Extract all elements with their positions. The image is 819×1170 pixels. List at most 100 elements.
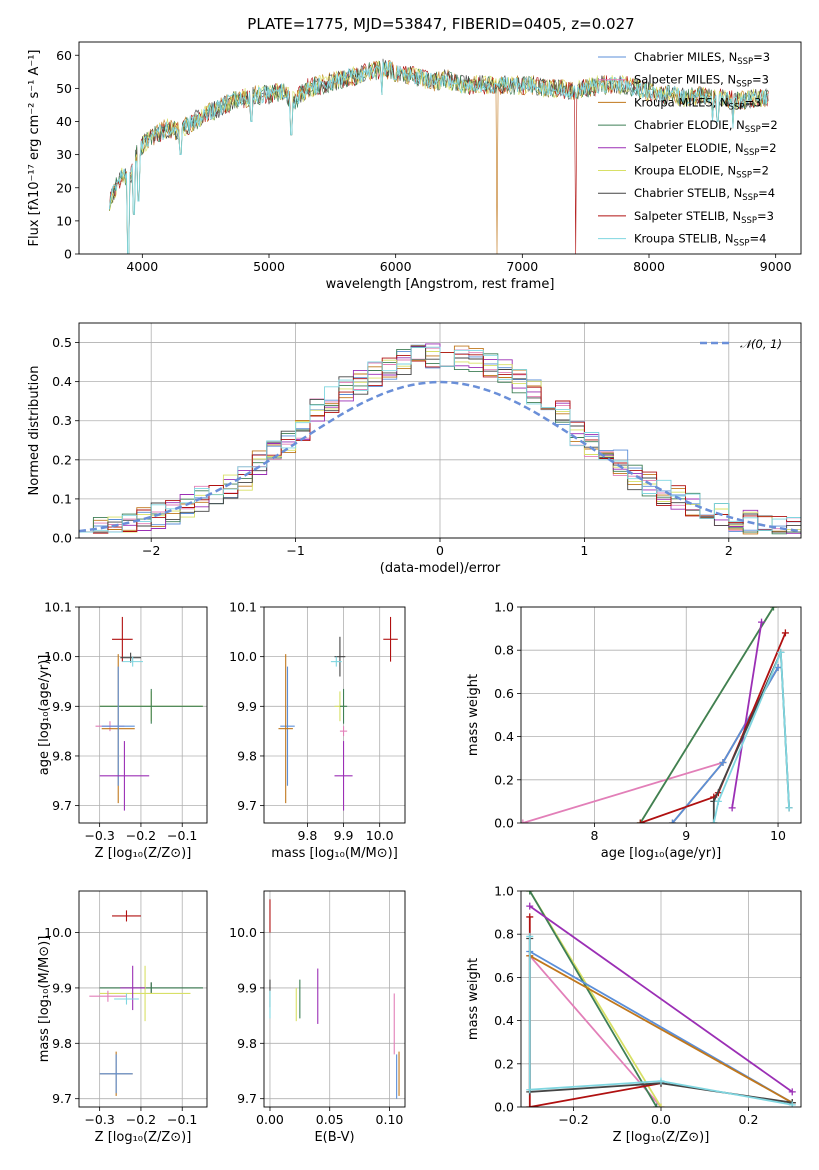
- legend-value: =4: [749, 232, 766, 246]
- y-tick-label: 9.8: [237, 1036, 257, 1051]
- legend-value: =2: [760, 141, 777, 155]
- spectrum-line-kroupa_stelib: [108, 61, 769, 254]
- legend-entry: Kroupa ELODIE, NSSP=2: [634, 164, 769, 181]
- legend-value: =3: [744, 95, 761, 109]
- x-tick-label: 5000: [253, 259, 285, 274]
- legend-entry: Salpeter MILES, NSSP=3: [634, 73, 769, 90]
- x-tick-label: −0.2: [126, 1112, 156, 1127]
- y-tick-label: 10.0: [229, 925, 257, 940]
- x-tick-label: 0.05: [316, 1112, 344, 1127]
- x-tick-label: 10: [770, 828, 786, 843]
- weight-marker-chabrier_elodie: [769, 607, 777, 611]
- y-tick-label: 20: [56, 180, 72, 195]
- y-axis-label: Flux [fλ10⁻¹⁷ erg cm⁻² s⁻¹ A⁻¹]: [27, 50, 42, 247]
- plot-area: [95, 616, 203, 811]
- y-axis-label: mass weight: [466, 674, 481, 756]
- legend-entry: Salpeter STELIB, NSSP=3: [634, 209, 774, 226]
- x-tick-label: 6000: [380, 259, 412, 274]
- y-tick-label: 10: [56, 213, 72, 228]
- legend-subscript: SSP: [745, 125, 761, 135]
- x-tick-label: −2: [142, 543, 160, 558]
- legend-entry: Chabrier MILES, NSSP=3: [634, 50, 770, 67]
- weight-marker-salpeter_stelib: [526, 1103, 534, 1107]
- axes-frame: [520, 890, 802, 1108]
- y-tick-label: 0.8: [494, 643, 514, 658]
- mass-weight-vs-age-panel: 8 9 10 0.0 0.2 0.4 0.6 0.8 1.0 age [log₁₀(age/yr)…: [466, 600, 802, 861]
- axes-frame: [78, 606, 208, 824]
- legend-value: =4: [758, 186, 775, 200]
- x-tick-label: 2: [725, 543, 733, 558]
- x-tick-label: 0.2: [739, 1112, 759, 1127]
- legend-value: =2: [761, 118, 778, 132]
- weight-line-kroupa_stelib: [712, 652, 790, 823]
- legend-subscript: SSP: [734, 239, 750, 249]
- y-tick-label: 0.0: [494, 816, 514, 831]
- plot-area: [521, 607, 793, 823]
- spectrum-panel: 4000 5000 6000 7000 8000 9000 0 10 20 30 40 50 60 wav…: [27, 41, 802, 292]
- weight-marker-chabrier_miles: [719, 759, 727, 767]
- y-tick-label: 0.2: [494, 1056, 514, 1071]
- weight-marker-kroupa_stelib: [788, 1101, 796, 1107]
- x-axis-label: Z [log₁₀(Z/Z⊙)]: [613, 1130, 710, 1145]
- y-tick-label: 10.0: [229, 649, 257, 664]
- weight-marker-salpeter_elodie: [788, 1088, 796, 1096]
- x-axis-label: Z [log₁₀(Z/Z⊙)]: [95, 1130, 192, 1145]
- y-axis-label: mass [log₁₀(M/M⊙)]: [37, 936, 52, 1063]
- legend-subscript: SSP: [744, 148, 760, 158]
- y-tick-label: 0.4: [494, 1013, 514, 1028]
- y-tick-label: 10.1: [44, 600, 72, 615]
- y-tick-label: 50: [56, 81, 72, 96]
- y-axis-label: mass weight: [466, 958, 481, 1040]
- x-tick-label: −0.3: [84, 828, 114, 843]
- y-tick-label: 9.8: [52, 1036, 72, 1051]
- y-axis-label: Normed distribution: [27, 366, 42, 496]
- y-tick-label: 0: [64, 247, 72, 262]
- y-tick-label: 1.0: [494, 884, 514, 899]
- weight-line-kroupa_miles: [529, 955, 793, 1104]
- age-vs-metallicity-panel: −0.3 −0.2 −0.1 9.7 9.8 9.9 10.0 10.1 Z [log₁₀(Z/…: [37, 600, 208, 861]
- y-tick-label: 9.9: [237, 699, 257, 714]
- weight-marker-kroupa_elodie: [657, 1103, 665, 1107]
- y-tick-label: 9.9: [52, 980, 72, 995]
- y-tick-label: 0.2: [52, 452, 72, 467]
- weight-marker-kroupa_stelib: [657, 1077, 665, 1085]
- y-tick-label: 0.3: [52, 413, 72, 428]
- y-tick-label: 60: [56, 48, 72, 63]
- mass-vs-ebv-panel: 0.00 0.05 0.10 9.7 9.8 9.9 10.0 E(B-V): [229, 890, 406, 1145]
- y-tick-label: 0.4: [52, 374, 72, 389]
- x-axis-label: (data-model)/error: [380, 561, 501, 576]
- weight-marker-salpeter_miles: [521, 819, 527, 823]
- x-axis-label: Z [log₁₀(Z/Z⊙)]: [95, 846, 192, 861]
- legend-entry: Salpeter ELODIE, NSSP=2: [634, 141, 777, 158]
- weight-marker-kroupa_stelib: [526, 932, 534, 940]
- x-tick-label: 8000: [633, 259, 665, 274]
- x-tick-label: 8: [590, 828, 598, 843]
- age-vs-mass-panel: 9.8 9.9 10.0 9.7 9.8 9.9 10.0 10.1 mass [log₁₀(M…: [229, 600, 406, 861]
- weight-marker-salpeter_elodie: [728, 804, 736, 812]
- x-axis-label: wavelength [Angstrom, rest frame]: [326, 277, 555, 292]
- weight-marker-salpeter_stelib: [781, 629, 789, 637]
- y-tick-label: 9.9: [237, 980, 257, 995]
- y-tick-label: 9.8: [237, 748, 257, 763]
- axes-frame: [263, 606, 406, 824]
- x-axis-label: age [log₁₀(age/yr)]: [601, 846, 722, 861]
- chart-title: PLATE=1775, MJD=53847, FIBERID=0405, z=0…: [247, 15, 634, 33]
- x-tick-label: −0.2: [126, 828, 156, 843]
- weight-line-salpeter_stelib: [528, 916, 662, 1107]
- plot-area: [526, 891, 796, 1107]
- x-tick-label: 7000: [506, 259, 538, 274]
- weight-line-chabrier_elodie: [529, 891, 658, 1107]
- legend-entry: Kroupa STELIB, NSSP=4: [634, 232, 766, 249]
- y-tick-label: 9.7: [52, 798, 72, 813]
- y-tick-label: 0.5: [52, 335, 72, 350]
- x-tick-label: 0.0: [651, 1112, 671, 1127]
- weight-marker-kroupa_stelib: [526, 1086, 534, 1094]
- y-tick-label: 0.2: [494, 772, 514, 787]
- y-tick-label: 10.0: [44, 649, 72, 664]
- y-tick-label: 0.0: [52, 531, 72, 546]
- x-tick-label: 9.9: [334, 828, 354, 843]
- y-tick-label: 9.8: [52, 748, 72, 763]
- axes-frame: [78, 41, 802, 255]
- weight-marker-chabrier_elodie: [526, 891, 534, 895]
- legend-subscript: SSP: [736, 80, 752, 90]
